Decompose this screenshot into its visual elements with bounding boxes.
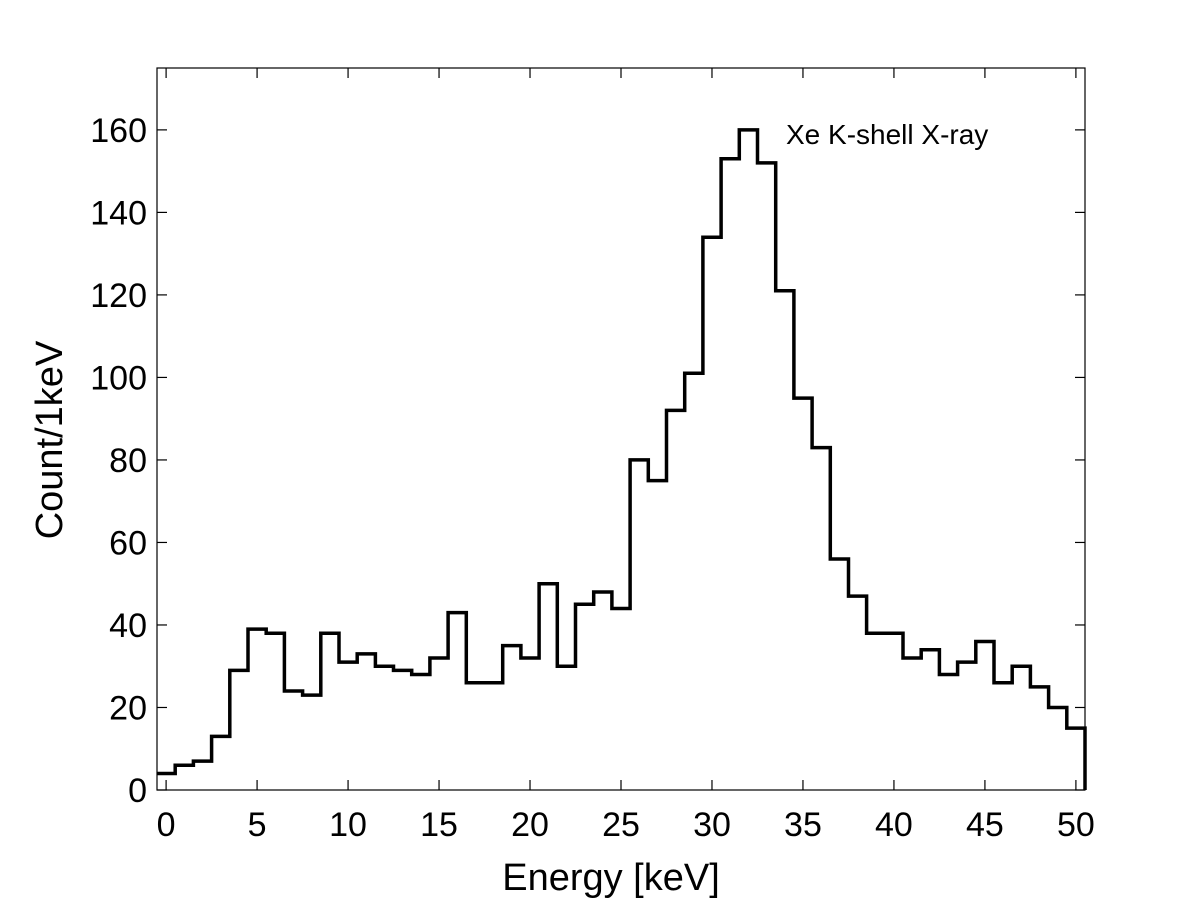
x-tick-label: 35 <box>784 806 822 844</box>
peak-annotation: Xe K-shell X-ray <box>786 119 988 150</box>
y-tick-label: 0 <box>128 772 147 810</box>
plot-frame <box>156 67 1086 791</box>
y-axis-title: Count/1keV <box>29 340 71 539</box>
x-tick-label: 30 <box>693 806 731 844</box>
y-tick-label: 80 <box>109 442 147 480</box>
x-tick-label: 5 <box>248 806 267 844</box>
y-tick-label: 120 <box>90 277 147 315</box>
y-tick-label: 40 <box>109 607 147 645</box>
y-tick-labels: 0 20 40 60 80 100 120 140 160 <box>90 112 147 810</box>
y-tick-label: 20 <box>109 689 147 727</box>
x-tick-label: 40 <box>875 806 913 844</box>
x-axis-title: Energy [keV] <box>502 857 720 899</box>
x-tick-label: 25 <box>602 806 640 844</box>
x-tick-label: 50 <box>1057 806 1095 844</box>
x-tick-label: 20 <box>511 806 549 844</box>
x-tick-label: 10 <box>329 806 367 844</box>
y-tick-label: 60 <box>109 524 147 562</box>
axis-ticks <box>157 68 1085 791</box>
x-tick-label: 0 <box>157 806 176 844</box>
y-tick-label: 100 <box>90 359 147 397</box>
x-tick-label: 15 <box>420 806 458 844</box>
x-tick-labels: 0 5 10 15 20 25 30 35 40 45 50 <box>157 806 1095 844</box>
y-tick-label: 140 <box>90 194 147 232</box>
y-tick-label: 160 <box>90 112 147 150</box>
histogram-series-line <box>157 128 1087 790</box>
x-tick-label: 45 <box>966 806 1004 844</box>
